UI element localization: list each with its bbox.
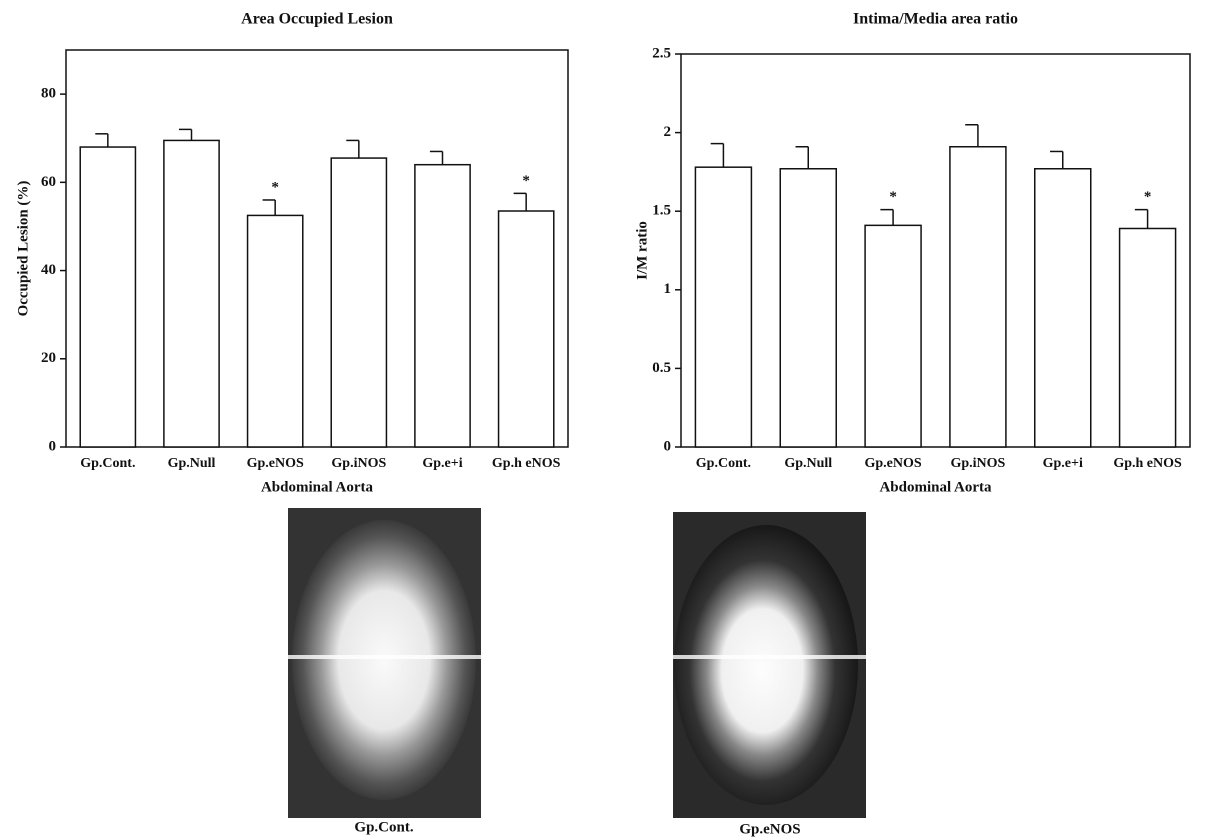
x-tick-label: Gp.Cont.	[696, 456, 751, 471]
x-tick-label: Gp.Null	[784, 456, 832, 471]
bar	[248, 215, 303, 447]
bar	[499, 211, 554, 447]
plot-frame	[66, 50, 568, 447]
y-tick-label: 2	[664, 124, 672, 140]
x-tick-label: Gp.iNOS	[950, 456, 1005, 471]
y-tick-label: 1.5	[652, 203, 671, 219]
y-tick-label: 60	[41, 174, 56, 190]
bar	[80, 147, 135, 447]
y-tick-label: 1	[664, 281, 672, 297]
bar	[331, 158, 386, 447]
chart-title: Intima/Media area ratio	[853, 11, 1018, 28]
x-tick-label: Gp.h eNOS	[492, 456, 561, 471]
image-caption: Gp.Cont.	[354, 819, 413, 835]
bar	[950, 147, 1006, 447]
plot-frame	[681, 54, 1190, 447]
significance-marker: *	[1144, 189, 1152, 205]
bar	[1120, 228, 1176, 447]
x-axis-label: Abdominal Aorta	[879, 479, 992, 495]
y-tick-label: 0.5	[652, 360, 671, 376]
bar	[695, 167, 751, 447]
x-tick-label: Gp.e+i	[1043, 456, 1083, 471]
chart-title: Area Occupied Lesion	[241, 11, 393, 28]
x-tick-label: Gp.iNOS	[331, 456, 386, 471]
figure: Gp.Cont. Gp.eNOS Area Occupied Lesion Occ…	[0, 0, 1210, 839]
significance-marker: *	[889, 189, 897, 205]
y-tick-label: 0	[49, 438, 57, 454]
micrograph	[673, 512, 866, 818]
x-tick-label: Gp.Null	[168, 456, 216, 471]
image-caption: Gp.eNOS	[739, 821, 800, 837]
x-tick-label: Gp.e+i	[422, 456, 462, 471]
y-tick-label: 80	[41, 86, 56, 102]
y-tick-label: 2.5	[652, 45, 671, 61]
x-axis-label: Abdominal Aorta	[261, 479, 374, 495]
bar	[1035, 169, 1091, 447]
micrograph	[288, 508, 481, 818]
y-axis-label: I/M ratio	[634, 221, 650, 280]
x-tick-label: Gp.eNOS	[247, 456, 304, 471]
x-tick-label: Gp.Cont.	[80, 456, 135, 471]
x-tick-label: Gp.eNOS	[864, 456, 921, 471]
bar	[164, 140, 219, 447]
y-tick-label: 20	[41, 350, 56, 366]
y-axis-label: Occupied Lesion (%)	[15, 181, 31, 317]
x-tick-label: Gp.h eNOS	[1113, 456, 1182, 471]
significance-marker: *	[271, 179, 279, 195]
significance-marker: *	[522, 173, 530, 189]
bar	[780, 169, 836, 447]
bar	[415, 165, 470, 447]
y-tick-label: 0	[664, 438, 672, 454]
bar	[865, 225, 921, 447]
y-tick-label: 40	[41, 262, 56, 278]
